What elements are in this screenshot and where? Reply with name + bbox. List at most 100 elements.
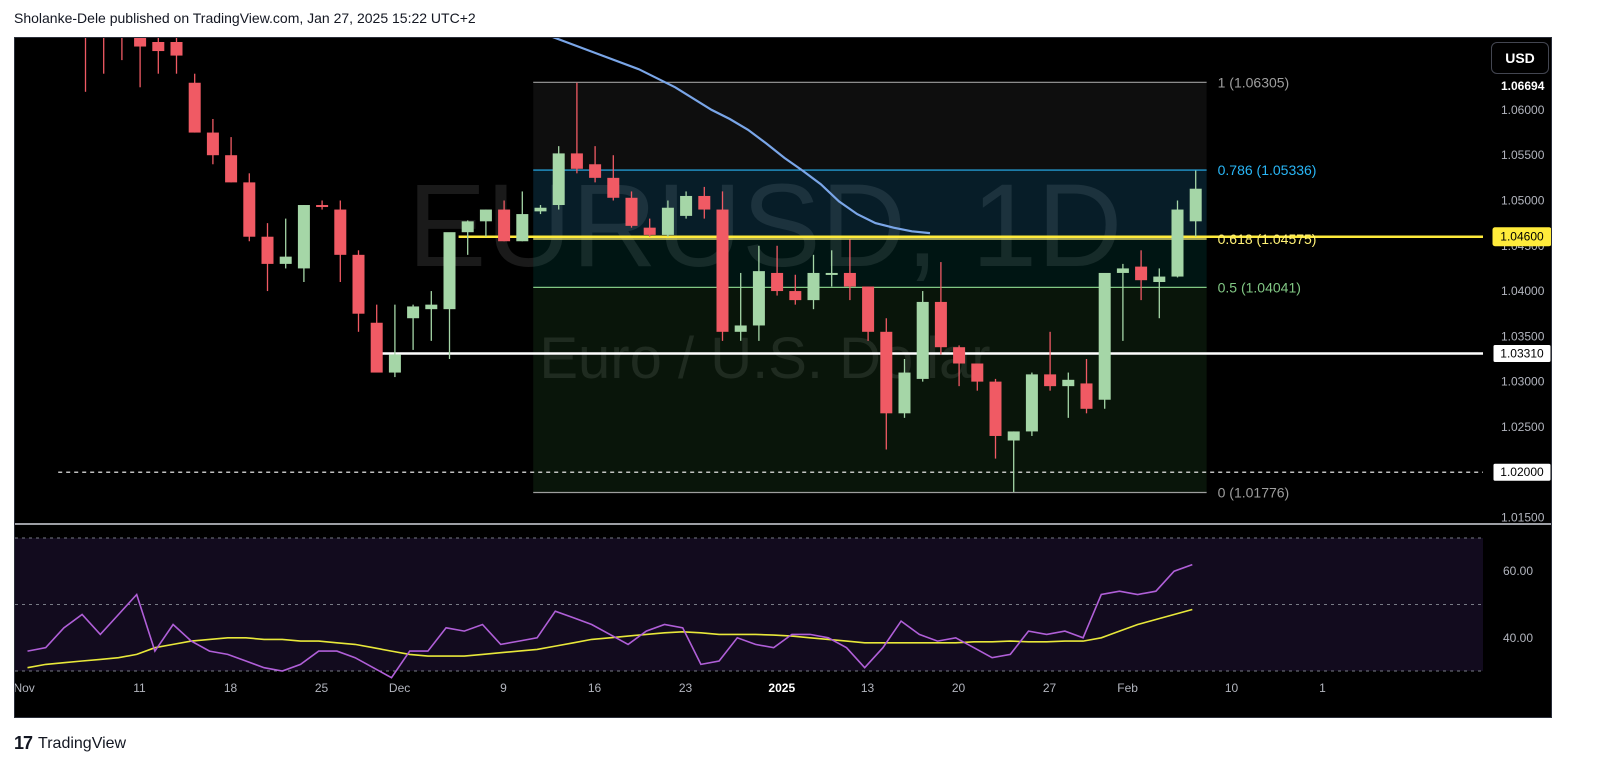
candle [516,191,529,242]
rsi-ma-line [27,608,1193,669]
candle-body [170,42,183,56]
price-marker: 1.04600 [1492,227,1552,247]
watermark-name: Euro / U.S. Dollar [539,326,990,391]
candle [716,191,729,341]
price-tick-label: 1.03000 [1501,375,1545,389]
time-tick-label: 13 [861,681,875,695]
fib-level-label: 0.786 (1.05336) [1218,162,1317,178]
candle [898,358,911,418]
candle-body [789,291,802,301]
candle-body [279,256,292,264]
price-tick-label: 1.03500 [1501,329,1545,343]
tradingview-logo-icon[interactable]: 17 [14,733,33,753]
candle-body [134,38,147,47]
candle [752,245,765,341]
candle-body [1098,272,1111,400]
candle [1062,372,1075,418]
tradingview-brand[interactable]: TradingView [38,734,127,752]
time-tick-label: 20 [952,681,966,695]
rsi-tick-label: 40.00 [1503,631,1533,645]
candle-body [1044,374,1057,387]
candle-body [1171,209,1184,277]
candle [1153,268,1166,319]
candle [625,191,638,228]
candle-body [1062,379,1075,387]
price-chart[interactable]: EURUSD, 1D Euro / U.S. Dollar 1 (1.06305… [13,38,1552,717]
price-tick-label: 1.02500 [1501,420,1545,434]
candle [461,220,474,255]
price-marker-label: 1.02000 [1500,465,1544,479]
price-tick-label: 1.05500 [1501,148,1545,162]
candle-body [752,271,765,326]
candle-body [807,272,820,301]
candle [279,218,292,269]
candle [953,345,966,387]
candle [134,38,147,88]
moving-average [552,38,931,235]
time-axis[interactable]: Nov 11 18 25 Dec 9 16 23 2025 13 20 27 Feb 10 1 [13,681,1326,695]
candle-body [989,381,1002,436]
candle [971,363,984,391]
candle-body [971,363,984,382]
candle [825,250,838,287]
candle [698,186,711,219]
candle [388,304,401,378]
candle [170,38,183,74]
candle [552,146,565,210]
price-marker-label: 1.04600 [1500,230,1544,244]
currency-button[interactable]: USD [1491,42,1549,74]
candle-body [880,331,893,414]
candle-body [206,132,219,156]
candle [225,137,238,183]
price-axis[interactable]: 1.065001.060001.055001.050001.045001.040… [1501,58,1545,525]
candle-body [734,325,747,332]
candle [352,250,365,332]
candle [316,200,329,210]
candle-body [370,322,383,373]
fibonacci-labels: 1 (1.06305) 0.786 (1.05336) 0.618 (1.04575… [1218,74,1317,500]
candle-body [698,195,711,210]
rsi-indicator [27,563,1193,679]
candle-body [607,177,620,198]
candle-body [716,209,729,332]
candle [1189,170,1202,237]
price-marker-label: 1.03310 [1500,347,1544,361]
candle [1098,272,1111,409]
chart-frame[interactable]: EURUSD, 1D Euro / U.S. Dollar 1 (1.06305… [13,37,1552,718]
candle-body [1080,383,1093,409]
candle-body [771,272,784,292]
candle-body [552,153,565,206]
candle-body [1135,266,1148,281]
publish-info: Sholanke-Dele published on TradingView.c… [14,10,476,26]
candle-body [334,209,347,255]
candle [916,291,929,382]
candle-body [862,286,875,332]
candle-body [898,372,911,414]
candle-body [479,209,492,222]
price-tick-label: 1.05000 [1501,193,1545,207]
candle-body [643,227,656,235]
horizontal-lines[interactable] [58,235,1483,473]
fib-level-label: 1 (1.06305) [1218,74,1290,90]
candle [534,205,547,215]
time-tick-label: Feb [1117,681,1138,695]
candle-body [443,232,456,310]
fib-level-label: 0.618 (1.04575) [1218,231,1317,247]
candle-body [461,221,474,233]
fib-zone [533,82,1207,171]
candle-body [516,214,529,242]
candle-body [1116,268,1129,273]
candle [243,173,256,242]
candle [498,200,511,242]
time-tick-label: 9 [500,681,507,695]
time-tick-label: Dec [389,681,410,695]
candle-body [188,82,201,133]
candle [443,232,456,359]
ma-line [552,38,931,235]
candle [206,118,219,165]
time-tick-label: 11 [133,681,146,695]
rsi-axis[interactable]: 60.00 40.00 [1503,564,1533,645]
time-tick-label: 18 [224,681,238,695]
candle-body [152,42,165,52]
fib-zone [533,170,1207,239]
